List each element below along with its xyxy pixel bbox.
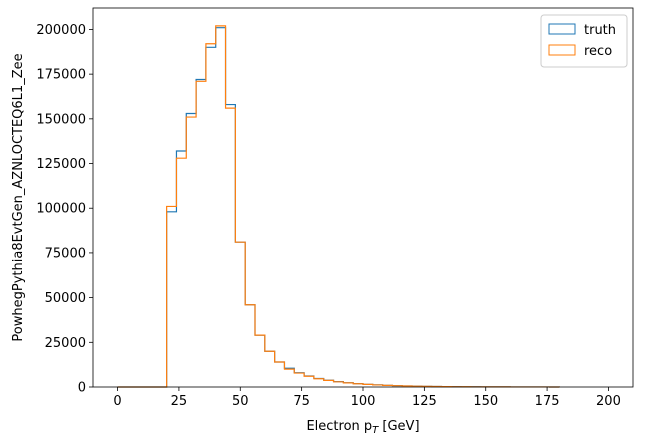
- legend-swatch-reco: [548, 44, 576, 56]
- y-tick-label: 25000: [45, 336, 86, 351]
- x-tick-label: 150: [473, 394, 498, 409]
- y-axis: 0 25000 50000 75000 100000 125000 150000 175000…: [36, 23, 93, 396]
- x-tick-label: 125: [412, 394, 437, 409]
- x-tick-label: 25: [171, 394, 188, 409]
- x-tick-label: 75: [293, 394, 310, 409]
- x-tick-label: 200: [596, 394, 621, 409]
- x-axis-label-unit: [GeV]: [378, 419, 419, 434]
- y-axis-label: PowhegPythia8EvtGen_AZNLOCTEQ6L1_Zee: [11, 53, 26, 341]
- x-axis-label-subscript: T: [372, 425, 379, 436]
- y-tick-label: 100000: [36, 202, 86, 217]
- x-axis-label-main: Electron p: [306, 419, 372, 434]
- y-tick-label: 150000: [36, 112, 86, 127]
- x-axis: 0 25 50 75 100 125 150 175 200: [113, 387, 621, 409]
- x-tick-label: 175: [535, 394, 560, 409]
- y-tick-label: 200000: [36, 23, 86, 38]
- y-tick-label: 175000: [36, 68, 86, 83]
- x-tick-label: 0: [113, 394, 121, 409]
- y-tick-label: 50000: [45, 291, 86, 306]
- y-tick-label: 75000: [45, 246, 86, 261]
- x-axis-label: Electron pT [GeV]: [306, 419, 419, 436]
- legend-label-reco: reco: [584, 44, 612, 59]
- y-tick-label: 0: [78, 381, 86, 396]
- x-tick-label: 50: [232, 394, 249, 409]
- legend-swatch-truth: [548, 23, 576, 35]
- y-tick-label: 125000: [36, 157, 86, 172]
- x-tick-label: 100: [351, 394, 376, 409]
- legend: truth reco: [540, 14, 628, 68]
- legend-box: [540, 14, 628, 68]
- legend-label-truth: truth: [584, 23, 616, 38]
